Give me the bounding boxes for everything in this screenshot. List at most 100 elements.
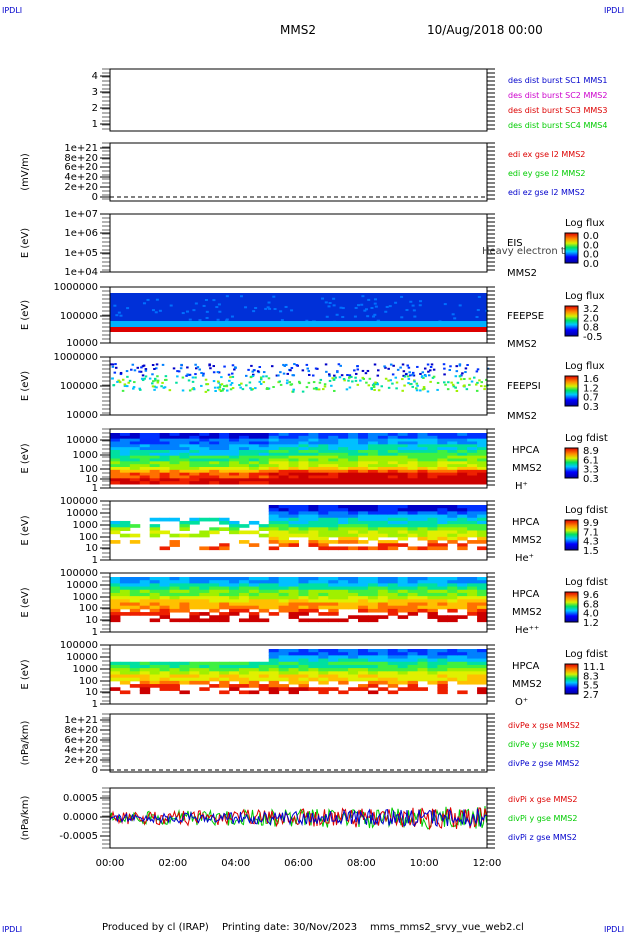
- spectrogram-cell: [199, 602, 210, 607]
- spectrogram-cell: [328, 671, 339, 675]
- spectrogram-cell: [169, 444, 180, 448]
- spectrogram-cell: [407, 452, 419, 457]
- spectrogram-cell: [387, 596, 399, 600]
- spectrogram-cell: [437, 684, 448, 688]
- y-axis-label: E (eV): [20, 515, 31, 545]
- spectrogram-cell: [417, 661, 428, 666]
- spectrogram-cell: [179, 520, 190, 525]
- spectrogram-cell: [328, 546, 339, 551]
- spectrogram-cell: [159, 684, 171, 688]
- spectrogram-cell: [179, 435, 190, 440]
- spectrogram-cell: [238, 433, 250, 437]
- spectrogram-cell: [229, 608, 240, 613]
- spectrogram-pixel: [181, 389, 185, 392]
- spectrogram-cell: [308, 687, 319, 691]
- spectrogram-cell: [338, 592, 349, 597]
- spectrogram-pixel: [110, 363, 113, 366]
- spectrogram-cell: [119, 605, 131, 610]
- spectrogram-cell: [467, 478, 478, 482]
- spectrogram-cell: [308, 577, 319, 581]
- spectrogram-cell: [129, 596, 141, 600]
- spectrogram-pixel: [186, 373, 189, 376]
- spectrogram-pixel: [252, 310, 256, 313]
- spectrogram-cell: [159, 452, 171, 457]
- spectrogram-cell: [407, 680, 419, 685]
- spectrogram-pixel: [400, 295, 404, 298]
- spectrogram-cell: [298, 599, 309, 603]
- spectrogram-cell: [119, 680, 131, 685]
- spectrogram-pixel: [373, 298, 377, 301]
- spectrogram-cell: [308, 505, 319, 509]
- spectrogram-cell: [427, 596, 438, 600]
- spectrogram-cell: [328, 589, 339, 594]
- spectrogram-pixel: [341, 315, 345, 318]
- spectrogram-cell: [318, 543, 329, 547]
- spectrogram-cell: [119, 452, 131, 457]
- spectrogram-cell: [397, 517, 409, 522]
- spectrogram-cell: [189, 452, 200, 457]
- spectrogram-cell: [407, 580, 419, 584]
- spectrogram-pixel: [139, 388, 142, 391]
- colorbar-tick-label: 5.5: [583, 681, 599, 692]
- spectrogram-cell: [219, 444, 230, 448]
- spectrogram-cell: [427, 533, 438, 538]
- spectrogram-cell: [209, 435, 220, 440]
- spectrogram-pixel: [411, 304, 415, 307]
- spectrogram-cell: [129, 481, 141, 485]
- y-tick-label: 1: [92, 119, 98, 130]
- spectrogram-cell: [209, 478, 220, 482]
- spectrogram-cell: [219, 478, 230, 482]
- spectrogram-pixel: [249, 375, 253, 378]
- spectrogram-cell: [338, 680, 349, 685]
- spectrogram-cell: [219, 615, 230, 619]
- spectrogram-cell: [110, 520, 121, 525]
- spectrogram-cell: [348, 447, 359, 451]
- spectrogram-cell: [238, 605, 250, 610]
- colorbar-tick-label: 8.3: [583, 671, 599, 682]
- spectrogram-pixel: [290, 367, 294, 370]
- spectrogram-cell: [149, 467, 161, 471]
- spectrogram-cell: [377, 652, 389, 656]
- spectrogram-pixel: [412, 379, 416, 382]
- spectrogram-cell: [348, 677, 359, 682]
- spectrogram-cell: [298, 580, 309, 584]
- spectrogram-cell: [258, 461, 270, 465]
- spectrogram-cell: [308, 530, 319, 535]
- spectrogram-cell: [417, 505, 428, 509]
- spectrogram-cell: [278, 677, 290, 682]
- spectrogram-cell: [427, 444, 438, 448]
- spectrogram-cell: [367, 438, 379, 442]
- spectrogram-cell: [169, 543, 180, 547]
- spectrogram-cell: [477, 618, 488, 623]
- spectrogram-cell: [397, 450, 409, 454]
- spectrogram-pixel: [267, 377, 271, 380]
- spectrogram-cell: [209, 684, 220, 688]
- spectrogram-cell: [119, 520, 131, 525]
- spectrogram-pixel: [212, 365, 216, 368]
- spectrogram-cell: [407, 464, 419, 468]
- spectrogram-cell: [258, 450, 270, 454]
- spectrogram-cell: [447, 618, 458, 623]
- spectrogram-cell: [447, 438, 458, 442]
- spectrogram-cell: [159, 586, 171, 591]
- legend-entry: des dist burst SC2 MMS2: [508, 91, 607, 100]
- spectrogram-cell: [169, 461, 180, 465]
- spectrogram-cell: [338, 668, 349, 672]
- spectrogram-pixel: [312, 381, 316, 384]
- spectrogram-pixel: [200, 371, 203, 374]
- spectrogram-pixel: [419, 389, 422, 392]
- spectrogram-cell: [209, 447, 220, 451]
- spectrogram-pixel: [206, 389, 210, 392]
- spectrogram-cell: [387, 680, 399, 685]
- spectrogram-cell: [338, 605, 349, 610]
- spectrogram-cell: [348, 674, 359, 679]
- spectrogram-cell: [308, 652, 319, 656]
- spectrogram-pixel: [380, 385, 384, 388]
- spectrogram-cell: [328, 612, 339, 616]
- spectrogram-cell: [119, 433, 131, 437]
- spectrogram-cell: [427, 475, 438, 479]
- spectrogram-pixel: [416, 365, 419, 368]
- spectrogram-cell: [169, 618, 180, 623]
- spectrogram-cell: [318, 690, 329, 695]
